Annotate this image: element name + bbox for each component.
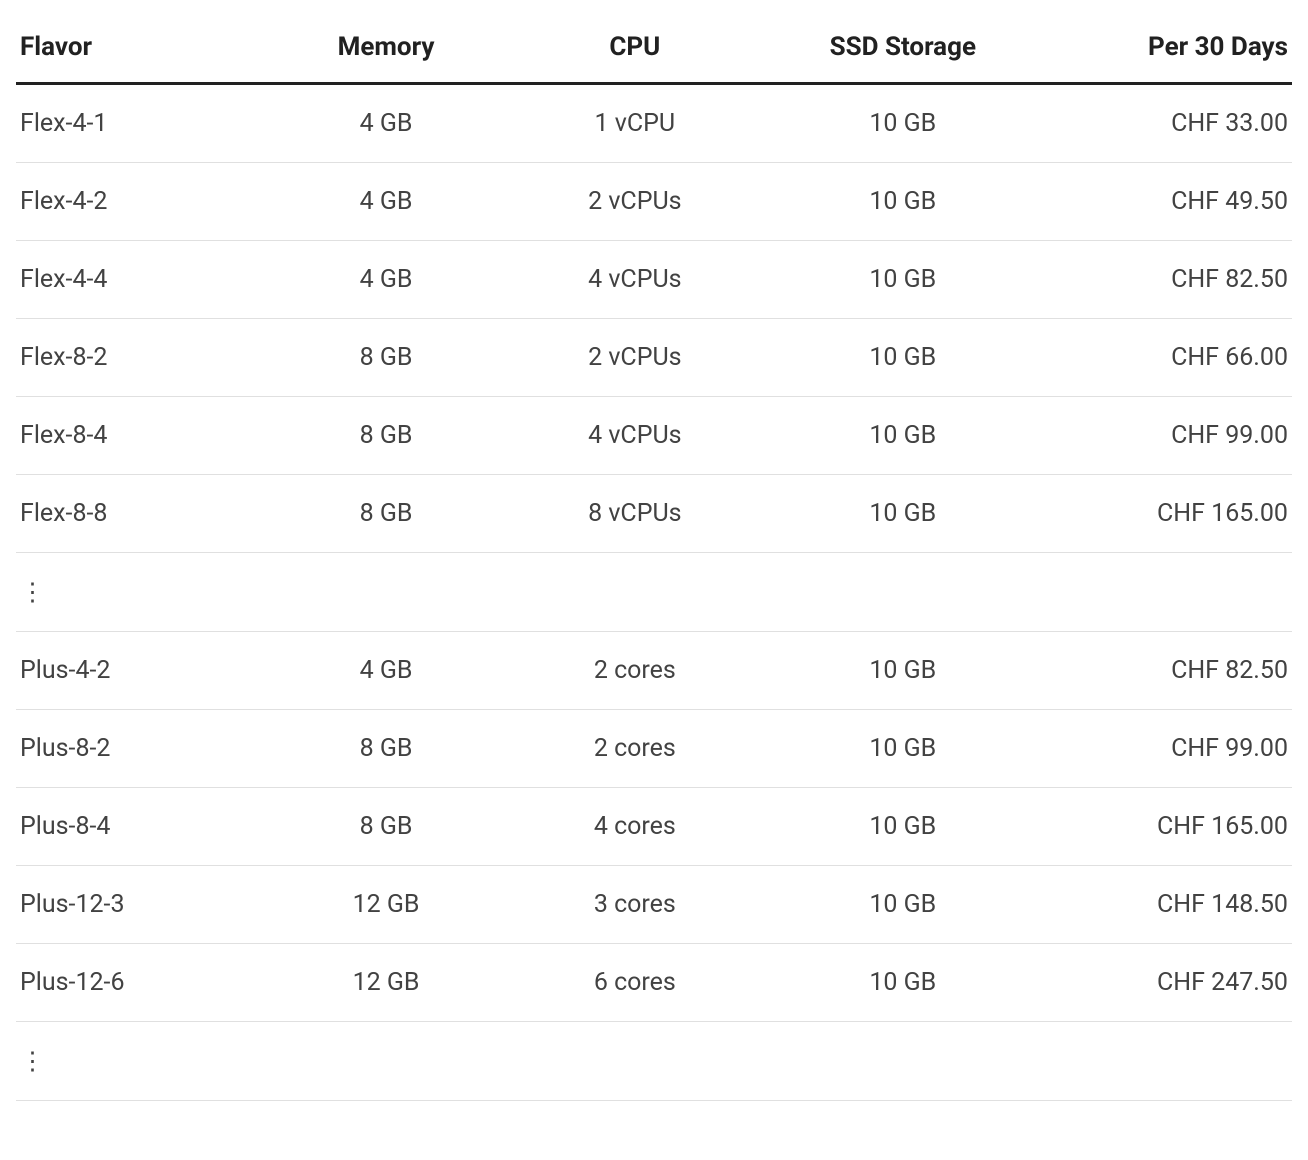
cell-storage: 10 GB [769, 944, 1037, 1022]
cell-memory: 12 GB [271, 866, 501, 944]
column-header-memory: Memory [271, 16, 501, 84]
cell-storage: 10 GB [769, 788, 1037, 866]
cell-flavor: Plus-4-2 [16, 632, 271, 710]
cell-memory: 8 GB [271, 319, 501, 397]
cell-storage: 10 GB [769, 866, 1037, 944]
table-row: ⋮ [16, 1022, 1292, 1101]
cell-flavor: Plus-12-6 [16, 944, 271, 1022]
cell-memory: 4 GB [271, 163, 501, 241]
cell-storage: 10 GB [769, 397, 1037, 475]
cell-flavor: Flex-4-2 [16, 163, 271, 241]
cell-storage: 10 GB [769, 710, 1037, 788]
table-row: Flex-8-28 GB2 vCPUs10 GBCHF 66.00 [16, 319, 1292, 397]
cell-cpu: 3 cores [501, 866, 769, 944]
table-header: Flavor Memory CPU SSD Storage Per 30 Day… [16, 16, 1292, 84]
cell-flavor: Plus-12-3 [16, 866, 271, 944]
cell-cpu: 2 cores [501, 632, 769, 710]
cell-storage: 10 GB [769, 475, 1037, 553]
table-row: Plus-8-28 GB2 cores10 GBCHF 99.00 [16, 710, 1292, 788]
cell-memory: 8 GB [271, 475, 501, 553]
cell-flavor: Flex-8-2 [16, 319, 271, 397]
cell-flavor: Flex-8-4 [16, 397, 271, 475]
table-row: Flex-8-48 GB4 vCPUs10 GBCHF 99.00 [16, 397, 1292, 475]
cell-storage: 10 GB [769, 319, 1037, 397]
cell-price: CHF 247.50 [1037, 944, 1292, 1022]
cell-cpu: 2 vCPUs [501, 319, 769, 397]
cell-flavor: Plus-8-2 [16, 710, 271, 788]
cell-storage: 10 GB [769, 84, 1037, 163]
table-row: Plus-4-24 GB2 cores10 GBCHF 82.50 [16, 632, 1292, 710]
cell-price: CHF 99.00 [1037, 397, 1292, 475]
cell-price: CHF 66.00 [1037, 319, 1292, 397]
column-header-cpu: CPU [501, 16, 769, 84]
ellipsis-cell: ⋮ [16, 1022, 1292, 1101]
cell-flavor: Plus-8-4 [16, 788, 271, 866]
cell-price: CHF 99.00 [1037, 710, 1292, 788]
column-header-storage: SSD Storage [769, 16, 1037, 84]
cell-memory: 4 GB [271, 241, 501, 319]
cell-price: CHF 165.00 [1037, 788, 1292, 866]
cell-flavor: Flex-4-4 [16, 241, 271, 319]
cell-cpu: 4 cores [501, 788, 769, 866]
cell-memory: 8 GB [271, 788, 501, 866]
cell-price: CHF 82.50 [1037, 241, 1292, 319]
cell-cpu: 4 vCPUs [501, 397, 769, 475]
cell-storage: 10 GB [769, 241, 1037, 319]
table-row: Plus-12-612 GB6 cores10 GBCHF 247.50 [16, 944, 1292, 1022]
ellipsis-cell: ⋮ [16, 553, 1292, 632]
table-row: Flex-8-88 GB8 vCPUs10 GBCHF 165.00 [16, 475, 1292, 553]
table-row: ⋮ [16, 553, 1292, 632]
cell-price: CHF 148.50 [1037, 866, 1292, 944]
cell-memory: 4 GB [271, 632, 501, 710]
cell-memory: 4 GB [271, 84, 501, 163]
cell-flavor: Flex-8-8 [16, 475, 271, 553]
pricing-table: Flavor Memory CPU SSD Storage Per 30 Day… [16, 16, 1292, 1101]
cell-price: CHF 82.50 [1037, 632, 1292, 710]
cell-memory: 12 GB [271, 944, 501, 1022]
cell-storage: 10 GB [769, 632, 1037, 710]
table-row: Flex-4-24 GB2 vCPUs10 GBCHF 49.50 [16, 163, 1292, 241]
cell-cpu: 6 cores [501, 944, 769, 1022]
cell-storage: 10 GB [769, 163, 1037, 241]
column-header-flavor: Flavor [16, 16, 271, 84]
table-body: Flex-4-14 GB1 vCPU10 GBCHF 33.00Flex-4-2… [16, 84, 1292, 1101]
cell-price: CHF 49.50 [1037, 163, 1292, 241]
cell-cpu: 1 vCPU [501, 84, 769, 163]
table-row: Flex-4-14 GB1 vCPU10 GBCHF 33.00 [16, 84, 1292, 163]
column-header-price: Per 30 Days [1037, 16, 1292, 84]
table-row: Plus-8-48 GB4 cores10 GBCHF 165.00 [16, 788, 1292, 866]
cell-memory: 8 GB [271, 397, 501, 475]
cell-flavor: Flex-4-1 [16, 84, 271, 163]
cell-cpu: 4 vCPUs [501, 241, 769, 319]
cell-cpu: 8 vCPUs [501, 475, 769, 553]
cell-cpu: 2 cores [501, 710, 769, 788]
table-row: Plus-12-312 GB3 cores10 GBCHF 148.50 [16, 866, 1292, 944]
cell-memory: 8 GB [271, 710, 501, 788]
cell-price: CHF 165.00 [1037, 475, 1292, 553]
table-row: Flex-4-44 GB4 vCPUs10 GBCHF 82.50 [16, 241, 1292, 319]
cell-price: CHF 33.00 [1037, 84, 1292, 163]
cell-cpu: 2 vCPUs [501, 163, 769, 241]
